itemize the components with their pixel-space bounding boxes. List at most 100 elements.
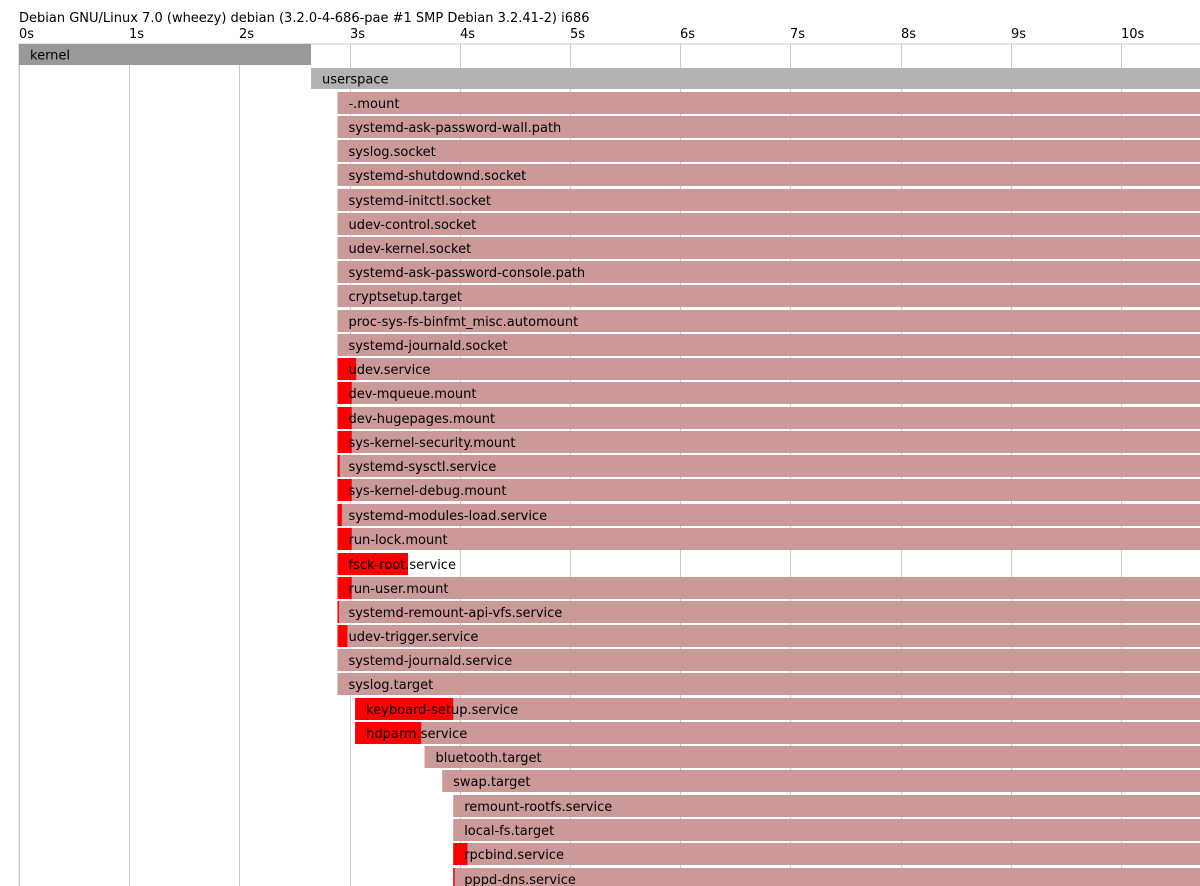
tick-label: 3s	[350, 27, 365, 42]
bar-fill	[337, 649, 1200, 671]
unit-bar-kernel: kernel	[19, 44, 312, 65]
bar-label: systemd-modules-load.service	[348, 509, 547, 524]
bar-fill	[337, 358, 1200, 380]
bar-fill	[337, 116, 1200, 138]
unit-bar-proc-sys-fs-binfmt-misc-automount: proc-sys-fs-binfmt_misc.automount	[337, 310, 1200, 332]
bar-fill	[337, 334, 1200, 356]
tick-label: 4s	[460, 27, 475, 42]
bar-activating	[355, 698, 454, 720]
bar-label: local-fs.target	[464, 824, 554, 839]
unit-bar-cryptsetup-target: cryptsetup.target	[337, 285, 1200, 307]
bar-fill	[337, 625, 1200, 647]
unit-bar-udev-service: udev.service	[337, 358, 1200, 380]
unit-bar-systemd-ask-password-wall-path: systemd-ask-password-wall.path	[337, 116, 1200, 138]
bar-label: systemd-sysctl.service	[348, 460, 496, 475]
bar-fill	[337, 189, 1200, 211]
bar-activating	[355, 722, 422, 744]
bar-label: systemd-journald.socket	[348, 339, 507, 354]
bar-activating	[337, 431, 352, 453]
unit-bar-systemd-initctl-socket: systemd-initctl.socket	[337, 189, 1200, 211]
tick-label: 5s	[570, 27, 585, 42]
bar-label: systemd-shutdownd.socket	[348, 169, 526, 184]
bar-activating	[337, 407, 352, 429]
bar-label: syslog.target	[348, 678, 433, 693]
bar-fill	[337, 285, 1200, 307]
bar-fill	[337, 407, 1200, 429]
bar-fill	[453, 819, 1200, 841]
bar-activating	[337, 382, 352, 404]
unit-bar-local-fs-target: local-fs.target	[453, 819, 1200, 841]
bar-fill	[337, 237, 1200, 259]
bar-label: syslog.socket	[348, 145, 435, 160]
bar-label: systemd-journald.service	[348, 654, 512, 669]
bar-activating	[453, 868, 455, 886]
bar-label: systemd-remount-api-vfs.service	[348, 606, 562, 621]
unit-bar-systemd-sysctl-service: systemd-sysctl.service	[337, 455, 1200, 477]
bar-label: userspace	[322, 73, 389, 88]
bar-fill	[337, 261, 1200, 283]
unit-bar-sys-kernel-debug-mount: sys-kernel-debug.mount	[337, 479, 1200, 501]
unit-bar-bluetooth-target: bluetooth.target	[424, 746, 1200, 768]
bar-label: dev-mqueue.mount	[348, 387, 476, 402]
bar-label: sys-kernel-debug.mount	[348, 484, 506, 499]
unit-bar-run-user-mount: run-user.mount	[337, 577, 1200, 599]
bar-fill	[19, 44, 312, 65]
tick-label: 1s	[129, 27, 144, 42]
bar-fill	[453, 795, 1200, 817]
bar-label: systemd-ask-password-console.path	[348, 266, 585, 281]
bar-fill	[337, 455, 1200, 477]
unit-bar-keyboard-setup-service: keyboard-setup.service	[355, 698, 1200, 720]
tick-label: 8s	[901, 27, 916, 42]
bar-fill	[337, 213, 1200, 235]
unit-bar-userspace: userspace	[311, 68, 1200, 89]
tick-label: 9s	[1011, 27, 1026, 42]
unit-bar-systemd-journald-service: systemd-journald.service	[337, 649, 1200, 671]
bar-label: udev-kernel.socket	[348, 242, 471, 257]
unit-bar-dev-mqueue-mount: dev-mqueue.mount	[337, 382, 1200, 404]
bar-label: hdparm.service	[366, 727, 467, 742]
unit-bar-udev-kernel-socket: udev-kernel.socket	[337, 237, 1200, 259]
bar-fill	[442, 770, 1200, 792]
bar-fill	[337, 431, 1200, 453]
bar-activating	[337, 528, 352, 550]
unit-bar-rpcbind-service: rpcbind.service	[453, 843, 1200, 865]
bar-activating	[337, 358, 357, 380]
bar-fill	[337, 577, 1200, 599]
unit-bar-systemd-shutdownd-socket: systemd-shutdownd.socket	[337, 164, 1200, 186]
tick-label: 2s	[239, 27, 254, 42]
bar-label: pppd-dns.service	[464, 873, 576, 886]
bar-fill	[337, 382, 1200, 404]
bar-fill	[355, 698, 1200, 720]
unit-bar-udev-trigger-service: udev-trigger.service	[337, 625, 1200, 647]
bar-activating	[337, 625, 348, 647]
bar-label: udev.service	[348, 363, 430, 378]
bar-label: dev-hugepages.mount	[348, 412, 495, 427]
bar-activating	[337, 455, 340, 477]
bar-activating	[337, 601, 339, 623]
unit-bar-syslog-socket: syslog.socket	[337, 140, 1200, 162]
bar-fill	[337, 479, 1200, 501]
unit-bar--mount: -.mount	[337, 92, 1200, 114]
bar-label: cryptsetup.target	[348, 290, 462, 305]
bar-fill	[337, 92, 1200, 114]
tick-label: 6s	[680, 27, 695, 42]
bar-fill	[311, 68, 1200, 89]
bar-label: -.mount	[348, 97, 399, 112]
unit-bar-pppd-dns-service: pppd-dns.service	[453, 868, 1200, 886]
unit-bar-remount-rootfs-service: remount-rootfs.service	[453, 795, 1200, 817]
bar-label: swap.target	[453, 775, 530, 790]
unit-bar-run-lock-mount: run-lock.mount	[337, 528, 1200, 550]
unit-bar-dev-hugepages-mount: dev-hugepages.mount	[337, 407, 1200, 429]
bar-label: sys-kernel-security.mount	[348, 436, 515, 451]
bar-fill	[453, 868, 1200, 886]
bar-label: bluetooth.target	[436, 751, 542, 766]
bar-label: run-user.mount	[348, 582, 448, 597]
bar-activating	[453, 843, 468, 865]
unit-bar-swap-target: swap.target	[442, 770, 1200, 792]
bar-activating	[337, 504, 342, 526]
time-axis: 0s 1s 2s 3s 4s 5s 6s 7s 8s 9s 10s	[19, 27, 1145, 42]
unit-bar-fsck-root-service: fsck-root.service	[337, 553, 456, 575]
tick-label: 10s	[1121, 27, 1145, 42]
unit-bar-systemd-journald-socket: systemd-journald.socket	[337, 334, 1200, 356]
